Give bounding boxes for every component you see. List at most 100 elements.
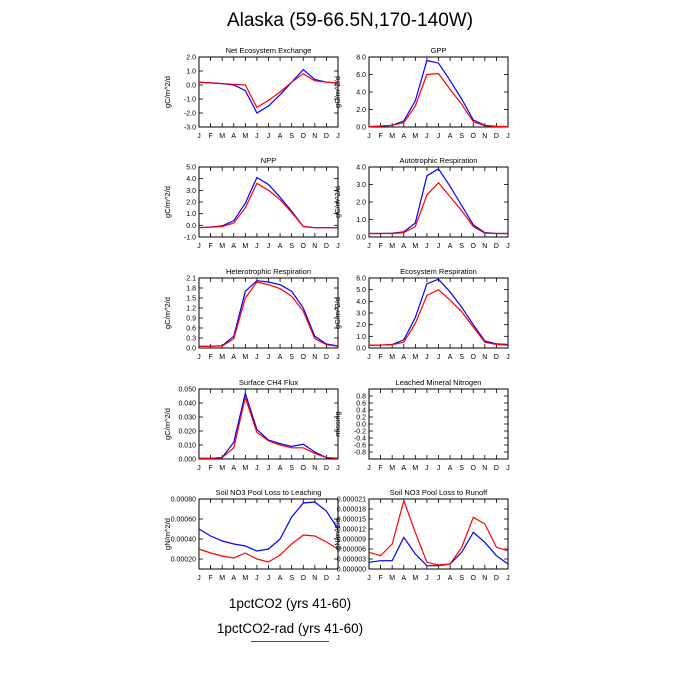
soil-no3-pool-loss-to-runoff-xtick-label: A: [401, 575, 406, 582]
ecosystem-respiration-xtick-label: M: [412, 354, 418, 361]
soil-no3-pool-loss-to-runoff-ytick-label: 0.000009: [337, 537, 366, 544]
surface-ch4-flux-plot-frame: [198, 388, 339, 460]
heterotrophic-respiration-xtick-label: J: [197, 354, 201, 361]
autotrophic-respiration-series-red-line: [369, 181, 508, 235]
npp-xtick-label: J: [336, 243, 340, 250]
soil-no3-pool-loss-to-leaching-xtick-label: J: [336, 575, 340, 582]
npp-series-red-line: [198, 182, 338, 229]
gpp-xtick-label: M: [412, 133, 418, 140]
soil-no3-pool-loss-to-leaching-ylabel: gN/m^2/d: [163, 518, 172, 550]
net-ecosystem-exchange-series-red-line: [198, 73, 339, 109]
autotrophic-respiration-xtick-label: M: [412, 243, 418, 250]
surface-ch4-flux-xtick-label: M: [219, 465, 225, 472]
leached-mineral-nitrogen-plot-frame: [368, 388, 509, 460]
soil-no3-pool-loss-to-leaching-xtick-label: A: [278, 575, 283, 582]
heterotrophic-respiration-xtick-label: J: [267, 354, 271, 361]
ecosystem-respiration-xtick-label: M: [389, 354, 395, 361]
leached-mineral-nitrogen-ytick-label: 0.0: [356, 422, 366, 429]
net-ecosystem-exchange-ytick-label: -2.0: [184, 111, 196, 118]
gpp-xtick-label: A: [448, 133, 453, 140]
gpp-ytick-label: 8.0: [356, 55, 366, 62]
ecosystem-respiration-ytick-label: 4.0: [356, 299, 366, 306]
net-ecosystem-exchange-ytick-label: -1.0: [184, 97, 196, 104]
ecosystem-respiration-xtick-label: J: [437, 354, 441, 361]
legend-swatch-1pctco2-rad: [251, 641, 329, 642]
leached-mineral-nitrogen-xtick-label: F: [378, 465, 382, 472]
surface-ch4-flux-series-red-line: [199, 395, 339, 459]
heterotrophic-respiration-series-red-line: [199, 281, 339, 347]
soil-no3-pool-loss-to-runoff-xtick-label: A: [448, 575, 453, 582]
surface-ch4-flux-xtick-label: J: [255, 465, 259, 472]
ecosystem-respiration-series-red-line: [369, 288, 509, 346]
heterotrophic-respiration-xtick-label: A: [278, 354, 283, 361]
soil-no3-pool-loss-to-leaching-xtick-label: F: [208, 575, 212, 582]
npp-xtick-label: N: [312, 243, 317, 250]
npp-title: NPP: [261, 156, 276, 165]
gpp-xtick-label: O: [471, 133, 477, 140]
autotrophic-respiration-xtick-label: M: [389, 243, 395, 250]
leached-mineral-nitrogen-xtick-label: M: [389, 465, 395, 472]
heterotrophic-respiration-xtick-label: M: [219, 354, 225, 361]
net-ecosystem-exchange-ytick-label: 1.0: [186, 69, 196, 76]
net-ecosystem-exchange-ylabel: gC/m^2/d: [163, 76, 172, 108]
surface-ch4-flux-xtick-label: D: [324, 465, 329, 472]
ecosystem-respiration-ytick-label: 1.0: [356, 334, 366, 341]
leached-mineral-nitrogen-xtick-label: J: [506, 465, 510, 472]
autotrophic-respiration-xtick-label: N: [482, 243, 487, 250]
heterotrophic-respiration-xtick-label: J: [255, 354, 259, 361]
net-ecosystem-exchange-xtick-label: J: [267, 133, 271, 140]
soil-no3-pool-loss-to-leaching-plot-frame: [198, 498, 339, 570]
net-ecosystem-exchange-xtick-label: M: [242, 133, 248, 140]
legend-item-1pctco2: 1pctCO2 (yrs 41-60): [228, 596, 352, 611]
soil-no3-pool-loss-to-runoff-xtick-label: O: [471, 575, 477, 582]
leached-mineral-nitrogen-xtick-label: A: [401, 465, 406, 472]
heterotrophic-respiration-xtick-label: F: [208, 354, 212, 361]
leached-mineral-nitrogen-xtick-label: S: [459, 465, 464, 472]
autotrophic-respiration-ytick-label: 3.0: [356, 182, 366, 189]
leached-mineral-nitrogen-xtick-label: J: [367, 465, 371, 472]
gpp-ytick-label: 2.0: [356, 107, 366, 114]
ecosystem-respiration-title: Ecosystem Respiration: [400, 267, 477, 276]
npp-ytick-label: -1.0: [184, 235, 196, 242]
autotrophic-respiration-ytick-label: 2.0: [356, 200, 366, 207]
soil-no3-pool-loss-to-runoff-xtick-label: J: [425, 575, 429, 582]
npp-xtick-label: J: [197, 243, 201, 250]
npp-ytick-label: 0.0: [186, 223, 196, 230]
surface-ch4-flux-xtick-label: O: [301, 465, 307, 472]
soil-no3-pool-loss-to-runoff-ytick-label: 0.000015: [337, 517, 366, 524]
heterotrophic-respiration-xtick-label: D: [324, 354, 329, 361]
autotrophic-respiration-title: Autotrophic Respiration: [400, 156, 478, 165]
soil-no3-pool-loss-to-leaching-xtick-label: S: [289, 575, 294, 582]
heterotrophic-respiration-ytick-label: 1.5: [186, 296, 196, 303]
net-ecosystem-exchange-ytick-label: 0.0: [186, 83, 196, 90]
npp-xtick-label: M: [242, 243, 248, 250]
net-ecosystem-exchange-title: Net Ecosystem Exchange: [226, 46, 312, 55]
npp-xtick-label: A: [231, 243, 236, 250]
soil-no3-pool-loss-to-runoff-series-blue-line: [368, 531, 509, 567]
net-ecosystem-exchange-xtick-label: J: [255, 133, 259, 140]
soil-no3-pool-loss-to-runoff-title: Soil NO3 Pool Loss to Runoff: [390, 488, 488, 497]
soil-no3-pool-loss-to-runoff-xtick-label: D: [494, 575, 499, 582]
heterotrophic-respiration-ytick-label: 1.8: [186, 286, 196, 293]
soil-no3-pool-loss-to-leaching-xtick-label: D: [324, 575, 329, 582]
soil-no3-pool-loss-to-runoff-ytick-label: 0.000000: [337, 567, 366, 574]
autotrophic-respiration-xtick-label: J: [437, 243, 441, 250]
heterotrophic-respiration-ytick-label: 0.0: [186, 346, 196, 353]
net-ecosystem-exchange-ytick-label: 2.0: [186, 55, 196, 62]
surface-ch4-flux-ytick-label: 0.020: [178, 429, 196, 436]
soil-no3-pool-loss-to-leaching-ytick-label: 0.00020: [171, 557, 196, 564]
heterotrophic-respiration-ylabel: gC/m^2/d: [163, 297, 172, 329]
npp-series-blue-line: [198, 176, 338, 229]
gpp-xtick-label: N: [482, 133, 487, 140]
soil-no3-pool-loss-to-runoff-plot-frame: [368, 498, 509, 570]
soil-no3-pool-loss-to-runoff-ylabel: gN/m^2/d: [333, 518, 342, 550]
soil-no3-pool-loss-to-runoff-xtick-label: J: [367, 575, 371, 582]
soil-no3-pool-loss-to-leaching-xtick-label: O: [301, 575, 307, 582]
surface-ch4-flux-xtick-label: A: [231, 465, 236, 472]
gpp-xtick-label: F: [378, 133, 382, 140]
net-ecosystem-exchange-xtick-label: N: [312, 133, 317, 140]
heterotrophic-respiration-xtick-label: O: [301, 354, 307, 361]
autotrophic-respiration-ytick-label: 0.0: [356, 235, 366, 242]
gpp-xtick-label: J: [437, 133, 441, 140]
net-ecosystem-exchange-xtick-label: A: [278, 133, 283, 140]
